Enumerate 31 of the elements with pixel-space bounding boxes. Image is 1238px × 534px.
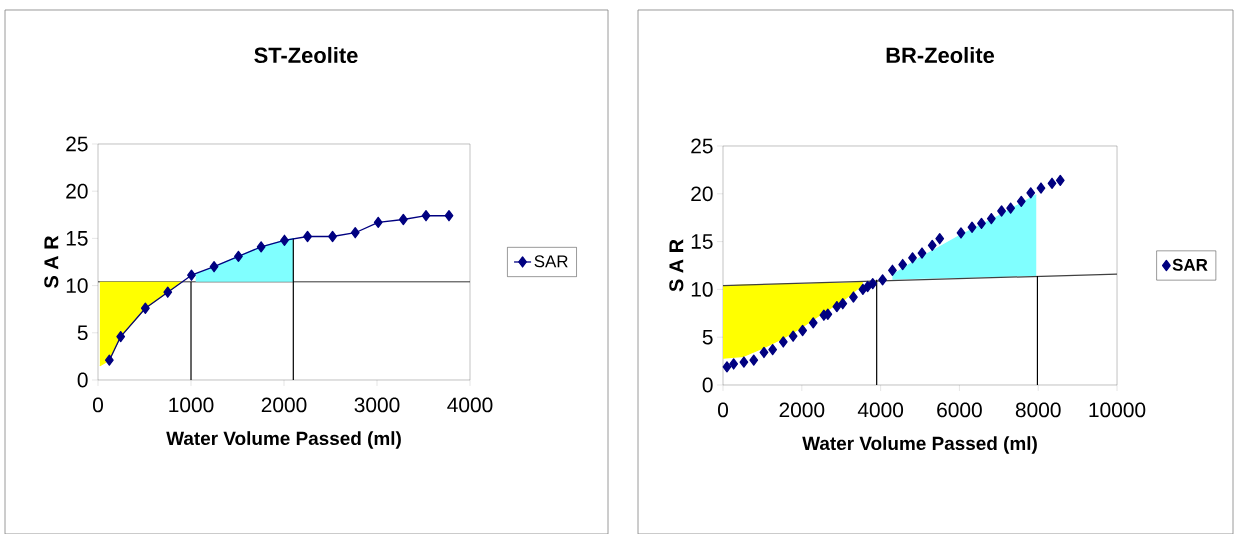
y-tick-label: 10 bbox=[66, 277, 88, 293]
x-tick-label: 6000 bbox=[937, 402, 982, 418]
x-tick-label: 4000 bbox=[857, 402, 904, 418]
y-tick-label: 20 bbox=[66, 183, 88, 199]
x-tick-label: 3000 bbox=[354, 397, 400, 413]
x-tick-label: 8000 bbox=[1015, 402, 1061, 418]
x-tick-label: 0 bbox=[718, 402, 729, 418]
y-tick-label: 20 bbox=[691, 186, 713, 201]
y-tick-label: 25 bbox=[691, 138, 713, 154]
legend-label: SAR bbox=[534, 255, 568, 268]
chart-title: ST-Zeolite bbox=[254, 46, 358, 63]
y-tick-label: 0 bbox=[77, 372, 88, 388]
x-tick-label: 0 bbox=[93, 397, 103, 413]
y-tick-label: 5 bbox=[77, 325, 88, 340]
x-tick-label: 1000 bbox=[169, 397, 214, 413]
chart-title: BR-Zeolite bbox=[886, 46, 995, 63]
y-tick-label: 15 bbox=[66, 230, 88, 246]
x-tick-label: 4000 bbox=[447, 397, 493, 413]
y-axis-title: S A R bbox=[669, 239, 684, 292]
legend-label: SAR bbox=[1172, 258, 1208, 271]
y-tick-label: 10 bbox=[691, 281, 713, 297]
x-axis-title: Water Volume Passed (ml) bbox=[166, 430, 401, 449]
y-axis-title: S A R bbox=[44, 235, 59, 288]
y-tick-label: 5 bbox=[702, 329, 713, 345]
y-tick-label: 15 bbox=[691, 234, 713, 249]
y-tick-label: 0 bbox=[702, 377, 713, 393]
x-axis-title: Water Volume Passed (ml) bbox=[802, 435, 1037, 454]
x-tick-label: 10000 bbox=[1089, 402, 1146, 418]
y-tick-label: 25 bbox=[66, 136, 88, 152]
x-tick-label: 2000 bbox=[261, 397, 307, 413]
x-tick-label: 2000 bbox=[779, 402, 825, 418]
